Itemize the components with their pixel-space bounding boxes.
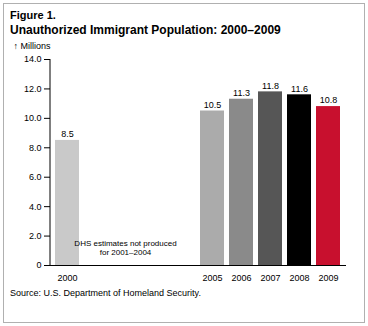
svg-text:2008: 2008 xyxy=(289,273,309,283)
svg-text:↑ Millions: ↑ Millions xyxy=(14,41,52,51)
svg-text:11.8: 11.8 xyxy=(262,81,279,91)
svg-text:14.0: 14.0 xyxy=(24,54,42,64)
svg-text:0: 0 xyxy=(36,260,41,270)
svg-text:11.6: 11.6 xyxy=(291,84,308,94)
svg-text:2000: 2000 xyxy=(57,273,77,283)
svg-text:2005: 2005 xyxy=(202,273,222,283)
svg-text:2007: 2007 xyxy=(260,273,280,283)
svg-text:4.0: 4.0 xyxy=(29,202,42,212)
svg-text:11.3: 11.3 xyxy=(233,88,250,98)
svg-text:12.0: 12.0 xyxy=(24,84,42,94)
svg-text:8.0: 8.0 xyxy=(29,143,42,153)
svg-text:10.0: 10.0 xyxy=(24,113,42,123)
svg-text:8.5: 8.5 xyxy=(61,129,74,139)
svg-text:2.0: 2.0 xyxy=(29,231,42,241)
svg-text:2009: 2009 xyxy=(318,273,338,283)
svg-text:DHS estimates not producedfor: DHS estimates not producedfor 2001–2004 xyxy=(74,239,176,257)
svg-text:10.5: 10.5 xyxy=(204,100,222,110)
html-text:Unauthorized Immigrant Populat: Unauthorized Immigrant Population: 2000–… xyxy=(10,23,281,37)
html-text:Figure 1.: Figure 1. xyxy=(10,9,56,21)
html-text:Source: U.S. Department of Hom: Source: U.S. Department of Homeland Secu… xyxy=(10,288,201,298)
svg-text:6.0: 6.0 xyxy=(29,172,42,182)
svg-text:10.8: 10.8 xyxy=(320,95,338,105)
svg-text:2006: 2006 xyxy=(231,273,251,283)
